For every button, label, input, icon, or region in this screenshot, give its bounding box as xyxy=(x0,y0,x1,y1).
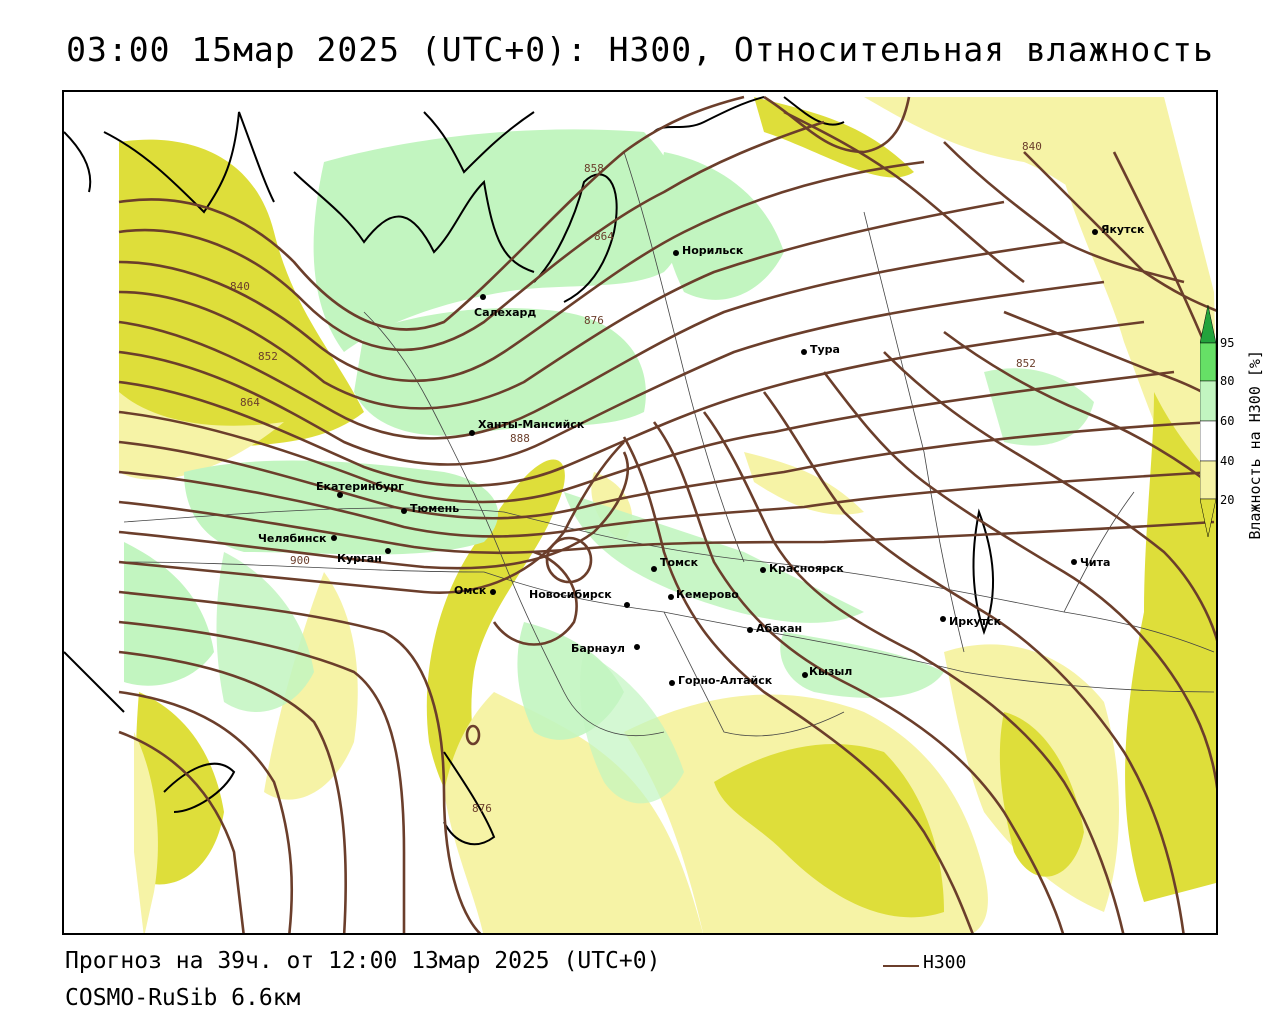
h300-legend-line xyxy=(883,965,919,967)
contour-label: 840 xyxy=(230,280,250,293)
contour-label: 876 xyxy=(584,314,604,327)
city-krasnoyarsk: Красноярск xyxy=(769,562,844,575)
city-salekhard: Салехард xyxy=(474,306,536,319)
colorbar-svg: 20 40 60 80 95 xyxy=(1199,304,1234,538)
colorbar-tick: 60 xyxy=(1220,414,1234,428)
city-abakan: Абакан xyxy=(756,622,802,635)
city-norilsk: Норильск xyxy=(682,244,744,257)
city-tomsk: Томск xyxy=(660,556,699,569)
city-kemerovo: Кемерово xyxy=(676,588,739,601)
chart-title: 03:00 15мар 2025 (UTC+0): H300, Относите… xyxy=(66,30,1214,69)
humidity-low-fields xyxy=(119,97,1216,933)
city-tyumen: Тюмень xyxy=(410,502,459,515)
coastlines xyxy=(64,96,995,846)
city-tura: Тура xyxy=(810,343,840,356)
admin-borders xyxy=(123,151,1215,737)
colorbar: 20 40 60 80 95 xyxy=(1199,304,1270,590)
city-chita: Чита xyxy=(1080,556,1110,569)
contour-label: 864 xyxy=(594,230,614,243)
humidity-high-fields xyxy=(124,129,1094,804)
city-chelyabinsk: Челябинск xyxy=(258,532,327,545)
forecast-info: Прогноз на 39ч. от 12:00 13мар 2025 (UTC… xyxy=(65,948,661,974)
contour-label: 840 xyxy=(1022,140,1042,153)
cities: Якутск Норильск Салехард Тура Ханты-Манс… xyxy=(258,223,1145,687)
colorbar-segment xyxy=(1199,380,1217,422)
city-kyzyl: Кызыл xyxy=(809,665,852,678)
city-gorno-altaysk: Горно-Алтайск xyxy=(678,674,773,687)
contour-labels: 840 852 864 876 888 900 840 852 858 864 … xyxy=(230,140,1042,815)
map-canvas: 840 852 864 876 888 900 840 852 858 864 … xyxy=(64,95,1216,933)
contour-label: 852 xyxy=(1016,357,1036,370)
forecast-map: 840 852 864 876 888 900 840 852 858 864 … xyxy=(62,90,1218,935)
contour-label: 864 xyxy=(240,396,260,409)
colorbar-tick: 40 xyxy=(1220,454,1234,468)
contour-label: 858 xyxy=(584,162,604,175)
colorbar-segment xyxy=(1199,460,1217,500)
contour-label: 888 xyxy=(510,432,530,445)
contour-label: 900 xyxy=(290,554,310,567)
colorbar-segment xyxy=(1199,420,1217,462)
contour-label: 876 xyxy=(472,802,492,815)
colorbar-bottom-arrow xyxy=(1199,498,1217,538)
city-omsk: Омск xyxy=(454,584,487,597)
city-irkutsk: Иркутск xyxy=(949,615,1002,628)
colorbar-tick: 20 xyxy=(1220,493,1234,507)
city-khanty-mansiysk: Ханты-Мансийск xyxy=(478,418,585,431)
colorbar-tick: 95 xyxy=(1220,336,1234,350)
colorbar-segment xyxy=(1199,342,1217,382)
h300-legend-label: H300 xyxy=(923,952,967,973)
colorbar-title: Влажность на H300 [%] xyxy=(1246,350,1264,540)
city-yekaterinburg: Екатеринбург xyxy=(316,480,404,493)
colorbar-top-arrow xyxy=(1199,304,1217,344)
h300-contours xyxy=(118,95,1216,933)
model-info: COSMO-RuSib 6.6км xyxy=(65,985,301,1011)
colorbar-tick: 80 xyxy=(1220,374,1234,388)
city-kurgan: Курган xyxy=(337,552,382,565)
city-barnaul: Барнаул xyxy=(571,642,625,655)
city-yakutsk: Якутск xyxy=(1101,223,1145,236)
city-novosibirsk: Новосибирск xyxy=(529,588,612,601)
contour-label: 852 xyxy=(258,350,278,363)
